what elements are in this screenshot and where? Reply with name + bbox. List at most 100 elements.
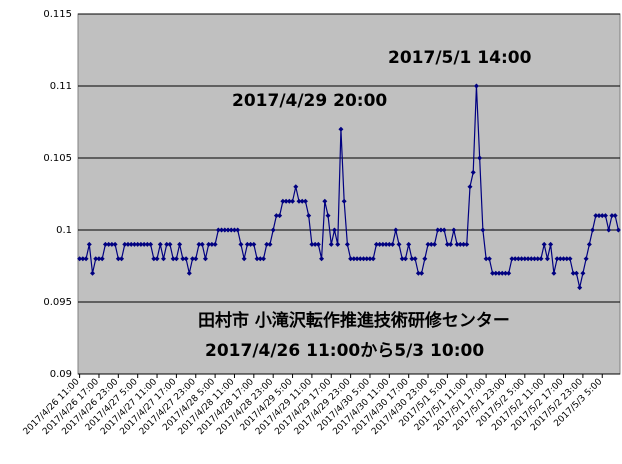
data-point	[438, 227, 444, 233]
data-point	[428, 241, 434, 247]
data-point	[138, 241, 144, 247]
annotation: 2017/4/29 20:00	[232, 91, 387, 111]
data-point	[199, 241, 205, 247]
data-point	[364, 256, 370, 262]
data-point	[509, 256, 515, 262]
data-point	[128, 241, 134, 247]
data-point	[306, 213, 312, 219]
data-point	[386, 241, 392, 247]
data-point	[383, 241, 389, 247]
data-point	[415, 270, 421, 276]
data-point	[338, 126, 344, 132]
data-point	[228, 227, 234, 233]
data-point	[322, 198, 328, 204]
data-point	[483, 256, 489, 262]
data-point	[615, 227, 621, 233]
data-point	[525, 256, 531, 262]
data-point	[390, 241, 396, 247]
annotation: 2017/4/26 11:00から5/3 10:00	[205, 341, 484, 361]
data-point	[519, 256, 525, 262]
data-point	[367, 256, 373, 262]
data-point	[131, 241, 137, 247]
data-point	[215, 227, 221, 233]
data-point	[567, 256, 573, 262]
data-point	[335, 241, 341, 247]
data-point	[202, 256, 208, 262]
data-point	[444, 241, 450, 247]
data-point	[90, 270, 96, 276]
data-point	[293, 184, 299, 190]
data-point	[141, 241, 147, 247]
data-point	[512, 256, 518, 262]
data-point	[170, 256, 176, 262]
data-point	[119, 256, 125, 262]
data-point	[348, 256, 354, 262]
data-point	[219, 227, 225, 233]
data-point	[160, 256, 166, 262]
data-point	[109, 241, 115, 247]
data-point	[173, 256, 179, 262]
data-point	[506, 270, 512, 276]
data-point	[144, 241, 150, 247]
data-point	[244, 241, 250, 247]
data-point	[599, 213, 605, 219]
data-point	[225, 227, 231, 233]
data-point	[454, 241, 460, 247]
data-point	[470, 169, 476, 175]
data-point	[328, 241, 334, 247]
data-point	[609, 213, 615, 219]
data-point	[602, 213, 608, 219]
data-point	[580, 270, 586, 276]
data-point	[583, 256, 589, 262]
y-tick-label: 0.105	[43, 153, 72, 164]
data-point	[515, 256, 521, 262]
data-point	[370, 256, 376, 262]
data-point	[528, 256, 534, 262]
data-point	[280, 198, 286, 204]
data-point	[406, 241, 412, 247]
data-point	[557, 256, 563, 262]
data-point	[373, 241, 379, 247]
y-tick-label: 0.115	[43, 9, 72, 20]
data-point	[196, 241, 202, 247]
data-point	[564, 256, 570, 262]
annotation: 2017/5/1 14:00	[388, 48, 532, 68]
data-point	[354, 256, 360, 262]
data-point	[412, 256, 418, 262]
data-point	[409, 256, 415, 262]
data-point	[164, 241, 170, 247]
data-point	[112, 241, 118, 247]
data-point	[402, 256, 408, 262]
data-point	[154, 256, 160, 262]
data-point	[441, 227, 447, 233]
data-point	[541, 241, 547, 247]
data-point	[193, 256, 199, 262]
data-point	[319, 256, 325, 262]
data-point	[241, 256, 247, 262]
data-point	[231, 227, 237, 233]
data-point	[309, 241, 315, 247]
data-point	[302, 198, 308, 204]
data-point	[80, 256, 86, 262]
data-point	[425, 241, 431, 247]
data-point	[283, 198, 289, 204]
data-point	[399, 256, 405, 262]
data-point	[464, 241, 470, 247]
data-point	[570, 270, 576, 276]
data-point	[422, 256, 428, 262]
data-point	[593, 213, 599, 219]
data-point	[325, 213, 331, 219]
y-tick-label: 0.095	[43, 297, 72, 308]
data-point	[606, 227, 612, 233]
data-point	[544, 256, 550, 262]
data-point	[273, 213, 279, 219]
data-point	[502, 270, 508, 276]
data-point	[331, 227, 337, 233]
data-point	[83, 256, 89, 262]
data-point	[590, 227, 596, 233]
data-point	[344, 241, 350, 247]
data-point	[493, 270, 499, 276]
data-point	[102, 241, 108, 247]
data-point	[177, 241, 183, 247]
